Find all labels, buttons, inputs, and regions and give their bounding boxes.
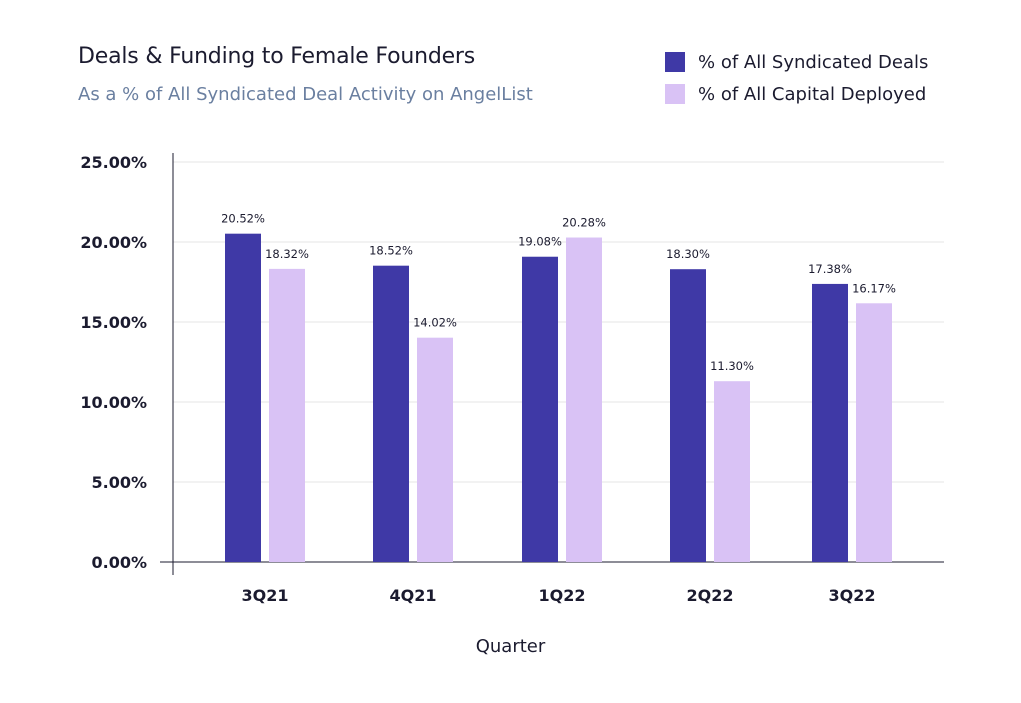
y-tick-label: 5.00% [91,473,147,492]
data-label: 16.17% [852,281,896,295]
bar-syndicated-deals [225,233,261,562]
legend-item-capital: % of All Capital Deployed [665,78,928,110]
bar-syndicated-deals [670,269,706,562]
chart-title: Deals & Funding to Female Founders [78,44,476,69]
y-tick-label: 0.00% [91,553,147,572]
x-tick-label: 3Q22 [829,586,876,605]
x-tick-label: 2Q22 [687,586,734,605]
legend-label-capital: % of All Capital Deployed [698,83,927,105]
data-label: 20.28% [562,216,606,230]
x-tick-label: 1Q22 [539,586,586,605]
data-label: 18.30% [666,247,710,261]
data-label: 19.08% [518,235,562,249]
chart-legend: % of All Syndicated Deals % of All Capit… [665,46,928,110]
bar-capital-deployed [566,237,602,562]
bar-capital-deployed [417,337,453,562]
bar-capital-deployed [269,268,305,562]
legend-item-deals: % of All Syndicated Deals [665,46,928,78]
bar-syndicated-deals [522,256,558,562]
data-label: 18.32% [265,247,309,261]
legend-swatch-deals [665,52,685,72]
y-tick-label: 25.00% [80,153,147,172]
bar-syndicated-deals [373,265,409,562]
bar-capital-deployed [856,303,892,562]
data-label: 17.38% [808,262,852,276]
x-axis-title: Quarter [475,636,546,657]
data-label: 11.30% [710,359,754,373]
chart-subtitle: As a % of All Syndicated Deal Activity o… [78,84,533,105]
y-tick-label: 20.00% [80,233,147,252]
legend-swatch-capital [665,84,685,104]
x-tick-label: 3Q21 [242,586,289,605]
bar-capital-deployed [714,381,750,562]
y-tick-label: 15.00% [80,313,147,332]
y-tick-label: 10.00% [80,393,147,412]
bar-syndicated-deals [812,283,848,562]
data-label: 20.52% [221,212,265,226]
data-label: 14.02% [413,316,457,330]
legend-label-deals: % of All Syndicated Deals [698,51,929,73]
x-tick-label: 4Q21 [390,586,437,605]
data-label: 18.52% [369,244,413,258]
